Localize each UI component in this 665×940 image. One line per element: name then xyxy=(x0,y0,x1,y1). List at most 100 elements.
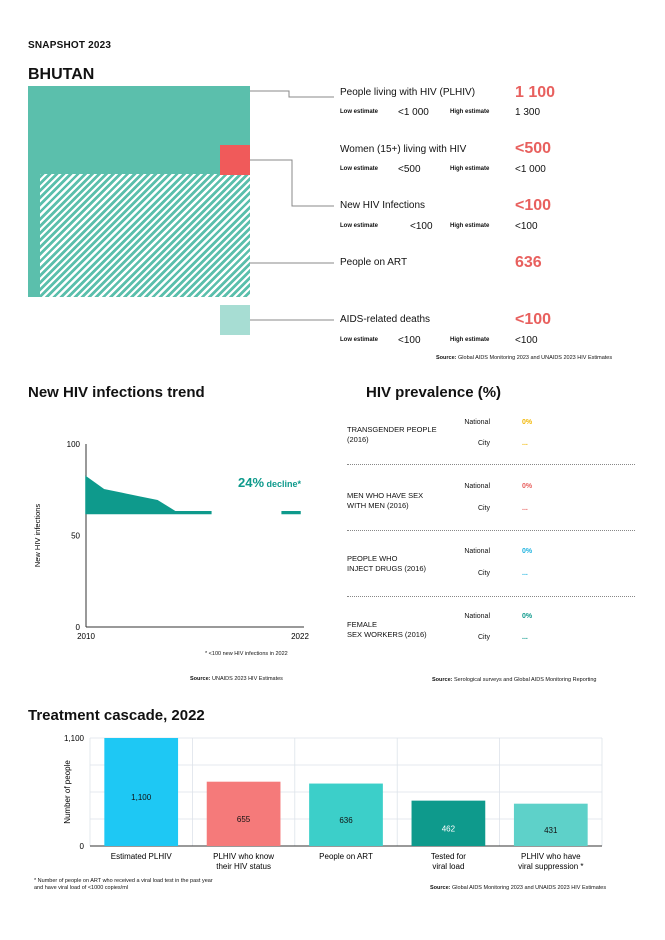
trend-area-segment xyxy=(281,510,301,515)
decline-annotation: 24% decline* xyxy=(238,475,301,490)
national-label: National xyxy=(464,548,490,555)
footnote-line2: and have viral load of <1000 copies/ml xyxy=(34,885,129,891)
low-estimate-label: Low estimate xyxy=(340,337,379,343)
high-estimate-value: <100 xyxy=(515,335,538,346)
national-value: 0% xyxy=(522,613,533,620)
group-label-line1: MEN WHO HAVE SEX xyxy=(347,491,424,500)
category-label: PLHIV who know xyxy=(213,852,274,861)
y-tick-label: 50 xyxy=(71,532,80,541)
divider xyxy=(347,530,635,531)
cascade-bar xyxy=(206,781,281,846)
national-value: 0% xyxy=(522,483,533,490)
indicator-label: AIDS-related deaths xyxy=(340,314,431,325)
low-estimate-label: Low estimate xyxy=(340,109,379,115)
x-tick-label: 2022 xyxy=(291,632,309,641)
cascade-bar xyxy=(309,783,383,846)
divider xyxy=(347,464,635,465)
low-estimate-value: <100 xyxy=(398,335,421,346)
low-estimate-value: <1 000 xyxy=(398,107,429,118)
cascade-bar xyxy=(104,738,179,846)
trend-area-segment xyxy=(85,475,212,515)
bar-value-label: 655 xyxy=(237,815,251,824)
source-label: Source: xyxy=(432,677,453,683)
bar-value-label: 636 xyxy=(339,816,353,825)
source-text: Serological surveys and Global AIDS Moni… xyxy=(454,677,597,683)
group-label-line1: FEMALE xyxy=(347,620,378,629)
source-top: Source: Global AIDS Monitoring 2023 and … xyxy=(436,355,612,361)
indicator-label: People living with HIV (PLHIV) xyxy=(340,87,476,98)
group-label-line2: INJECT DRUGS (2016) xyxy=(347,564,427,573)
indicator-value: <100 xyxy=(515,311,552,328)
y-axis-title: New HIV infections xyxy=(33,504,42,568)
group-label: FEMALE SEX WORKERS (2016) xyxy=(347,620,427,640)
category-label: PLHIV who have xyxy=(521,852,581,861)
prevalence-title: HIV prevalence (%) xyxy=(366,384,502,401)
national-label: National xyxy=(464,613,490,620)
y-axis-title: Number of people xyxy=(63,760,72,824)
women-block xyxy=(220,145,250,175)
low-estimate-label: Low estimate xyxy=(340,166,379,172)
source-label: Source: xyxy=(190,676,211,682)
group-label: PEOPLE WHO INJECT DRUGS (2016) xyxy=(347,554,426,574)
snapshot-label: SNAPSHOT 2023 xyxy=(28,40,112,51)
cascade-bar xyxy=(513,803,588,846)
source-label: Source: xyxy=(436,355,457,361)
indicator-label: Women (15+) living with HIV xyxy=(340,144,467,155)
group-label: TRANSGENDER PEOPLE (2016) xyxy=(347,425,437,445)
trend-source: Source: UNAIDS 2023 HIV Estimates xyxy=(190,676,283,682)
deaths-block xyxy=(220,305,250,335)
trend-footnote: * <100 new HIV infections in 2022 xyxy=(205,651,288,657)
group-label-line2: SEX WORKERS (2016) xyxy=(347,630,427,639)
bar-value-label: 462 xyxy=(442,824,456,833)
indicator-value: <100 xyxy=(515,197,552,214)
category-label: their HIV status xyxy=(216,862,271,871)
low-estimate-value: <500 xyxy=(398,164,421,175)
indicator-value: 636 xyxy=(515,254,542,271)
high-estimate-label: High estimate xyxy=(450,337,490,343)
high-estimate-value: 1 300 xyxy=(515,107,541,118)
city-label: City xyxy=(477,570,490,577)
y-tick-label: 0 xyxy=(80,842,85,851)
group-label-line2: WITH MEN (2016) xyxy=(347,501,409,510)
national-label: National xyxy=(464,419,490,426)
category-label: People on ART xyxy=(319,852,373,861)
category-label: Estimated PLHIV xyxy=(111,852,173,861)
group-label-line1: TRANSGENDER PEOPLE xyxy=(347,425,437,434)
decline-text: decline* xyxy=(264,479,302,489)
category-label: Tested for xyxy=(431,852,466,861)
footnote-line1: * Number of people on ART who received a… xyxy=(34,878,213,884)
city-value: ... xyxy=(522,634,528,641)
national-label: National xyxy=(464,483,490,490)
decline-value: 24% xyxy=(238,475,265,490)
prevalence-source: Source: Serological surveys and Global A… xyxy=(432,677,596,683)
city-label: City xyxy=(477,634,490,641)
on-art-hatched-block xyxy=(40,174,250,297)
high-estimate-value: <100 xyxy=(515,221,538,232)
high-estimate-value: <1 000 xyxy=(515,164,546,175)
city-value: ... xyxy=(522,440,528,447)
cascade-chart: 0 1,100 Number of people 1,100 Estimated PLH… xyxy=(63,734,603,871)
x-tick-label: 2010 xyxy=(77,632,95,641)
category-label: viral load xyxy=(432,862,464,871)
group-label-line1: PEOPLE WHO xyxy=(347,554,398,563)
city-value: ... xyxy=(522,570,528,577)
trend-title: New HIV infections trend xyxy=(28,384,205,401)
source-text: Global AIDS Monitoring 2023 and UNAIDS 2… xyxy=(458,355,613,361)
cascade-source: Source: Global AIDS Monitoring 2023 and … xyxy=(430,885,606,891)
cascade-footnote: * Number of people on ART who received a… xyxy=(34,878,213,892)
source-text: UNAIDS 2023 HIV Estimates xyxy=(212,676,283,682)
source-label: Source: xyxy=(430,885,451,891)
high-estimate-label: High estimate xyxy=(450,223,490,229)
national-value: 0% xyxy=(522,419,533,426)
group-label-line2: (2016) xyxy=(347,435,369,444)
indicator-label: New HIV Infections xyxy=(340,200,426,211)
divider xyxy=(347,596,635,597)
country-title: BHUTAN xyxy=(28,66,95,83)
city-label: City xyxy=(477,505,490,512)
indicator-value: <500 xyxy=(515,140,552,157)
group-label: MEN WHO HAVE SEX WITH MEN (2016) xyxy=(347,491,423,511)
cascade-bar xyxy=(411,800,486,846)
trend-chart: 0 50 100 2010 2022 New HIV infections xyxy=(33,440,309,641)
y-tick-label: 1,100 xyxy=(64,734,85,743)
city-label: City xyxy=(477,440,490,447)
